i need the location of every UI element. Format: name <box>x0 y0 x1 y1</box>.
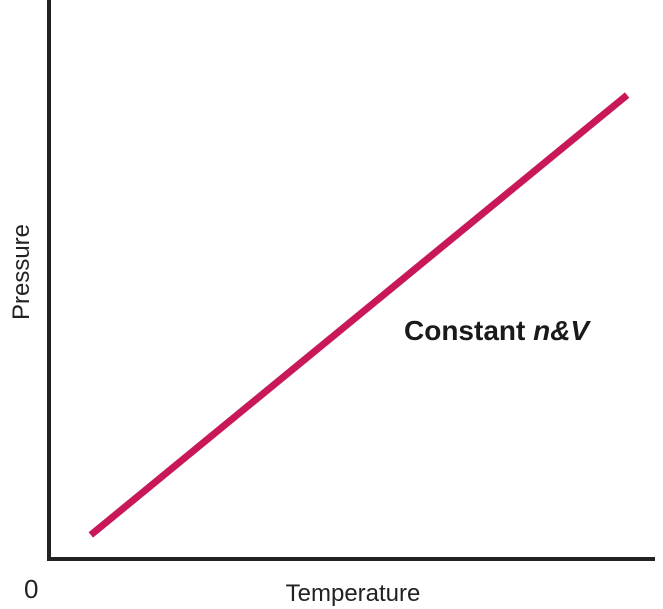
y-axis-label: Pressure <box>8 223 35 321</box>
annotation: Constant n&V <box>404 315 589 347</box>
origin-label: 0 <box>24 574 39 604</box>
annotation-italic: n&V <box>533 315 590 346</box>
x-axis-label: Temperature <box>285 580 421 607</box>
series-line <box>88 92 630 538</box>
annotation-text: Constant <box>404 315 534 346</box>
